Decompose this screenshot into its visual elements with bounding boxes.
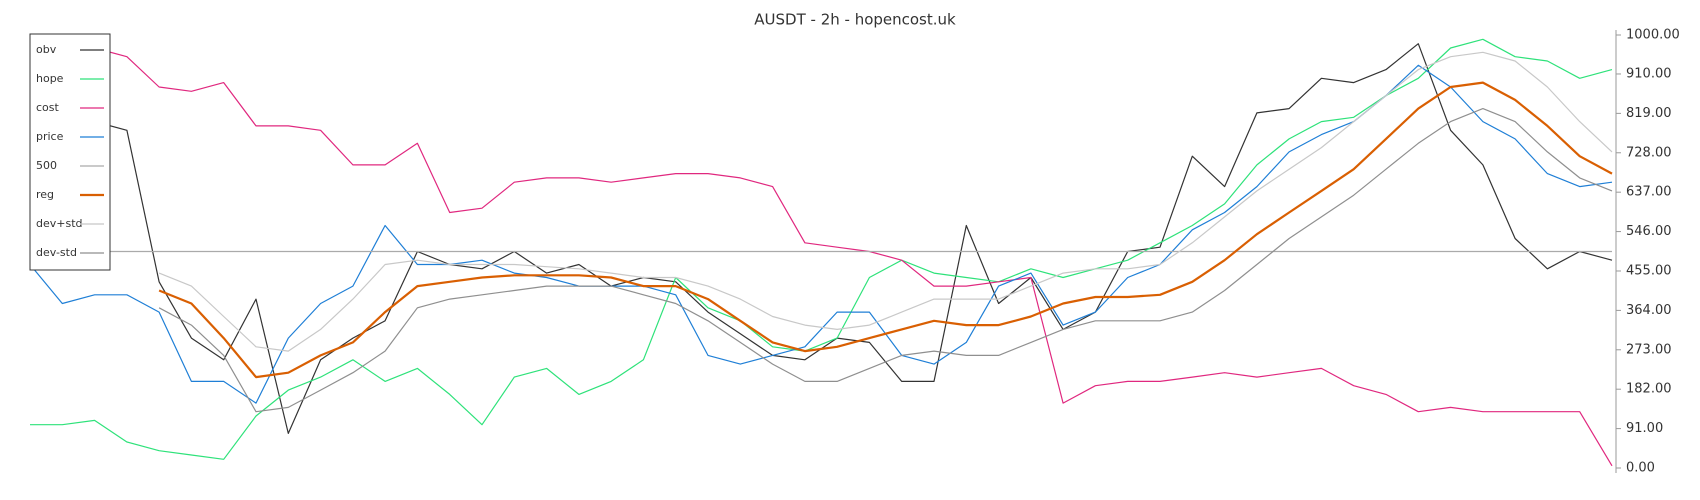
chart-title: AUSDT - 2h - hopencost.uk <box>754 11 956 29</box>
y-tick-label: 91.00 <box>1626 421 1663 436</box>
y-tick-label: 182.00 <box>1626 382 1672 397</box>
y-tick-label: 1000.00 <box>1626 28 1680 43</box>
y-tick-label: 910.00 <box>1626 66 1672 81</box>
series-line <box>30 38 1613 460</box>
y-tick-label: 364.00 <box>1626 303 1672 318</box>
legend-label: reg <box>36 188 54 201</box>
legend-label: hope <box>36 72 64 85</box>
legend-label: dev-std <box>36 246 77 259</box>
legend-label: cost <box>36 101 60 114</box>
y-tick-label: 546.00 <box>1626 224 1672 239</box>
y-tick-label: 455.00 <box>1626 263 1672 278</box>
legend-label: obv <box>36 43 57 56</box>
legend: obv hope cost price 500 reg dev+std dev-std <box>29 33 111 271</box>
y-tick-label: 273.00 <box>1626 342 1672 357</box>
legend-box <box>29 33 111 271</box>
y-tick-label: 728.00 <box>1626 145 1672 160</box>
legend-label: dev+std <box>36 217 83 230</box>
y-tick-label: 819.00 <box>1626 106 1672 121</box>
y-tick-label: 0.00 <box>1626 461 1655 476</box>
legend-label: price <box>36 130 64 143</box>
legend-label: 500 <box>36 159 57 172</box>
series-line <box>29 34 1613 467</box>
series-line <box>158 81 1613 379</box>
y-tick-label: 637.00 <box>1626 185 1672 200</box>
series-line <box>29 64 1613 404</box>
series-line <box>158 108 1613 413</box>
series-line <box>158 51 1613 352</box>
